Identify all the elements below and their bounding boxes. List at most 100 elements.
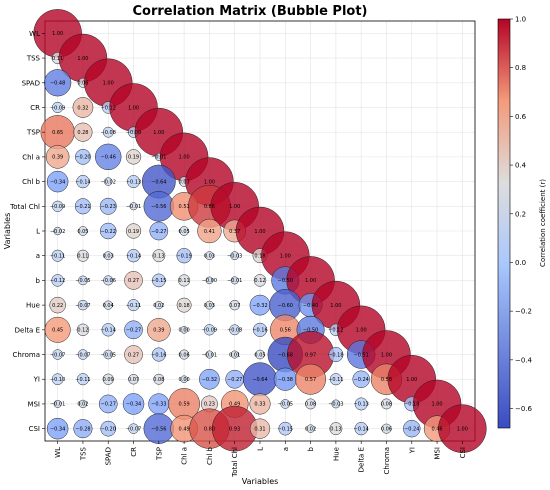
colorbar-tick-label: −0.4: [515, 356, 533, 364]
bubble-L-CR: [125, 223, 142, 239]
cell-value-label: −0.21: [75, 204, 90, 210]
y-tick-label: CSI: [29, 425, 40, 433]
cell-value-label: −0.07: [75, 303, 90, 309]
bubble-a-CR: [126, 249, 141, 263]
bubble-YI-CR: [128, 374, 139, 385]
cell-value-label: 0.27: [128, 352, 139, 358]
cell-value-label: 0.18: [179, 303, 190, 309]
cell-value-label: −0.01: [202, 352, 217, 358]
bubble-YI-Delta E: [352, 370, 370, 388]
colorbar-ticks: 1.0 0.8 0.6 0.4 0.2 0.0 −0.2 −0.4 −0.6: [510, 16, 533, 413]
cell-value-label: −0.38: [278, 377, 293, 383]
bubble-Delta E-Total Chl: [229, 324, 241, 336]
x-tick-label: L: [257, 447, 265, 451]
bubble-CSI-L: [249, 418, 271, 439]
cell-value-label: −0.02: [101, 179, 116, 185]
cell-value-label: 0.13: [153, 254, 164, 260]
cell-value-label: 0.03: [103, 254, 114, 260]
cell-value-label: −0.34: [50, 179, 65, 185]
cell-value-label: 1.00: [406, 377, 417, 383]
bubble-Hue-CR: [127, 299, 140, 312]
cell-value-label: −0.16: [151, 352, 166, 358]
bubble-Delta E-TSP: [147, 318, 171, 342]
bubble-Chl b-WL: [46, 170, 69, 193]
cell-value-label: 0.49: [229, 402, 240, 408]
bubble-CSI-CR: [128, 423, 139, 434]
cell-value-label: 1.00: [254, 229, 265, 235]
cell-value-label: 0.41: [204, 229, 215, 235]
cell-value-label: −0.64: [252, 377, 267, 383]
cell-value-label: −0.23: [101, 204, 116, 210]
bubble-b-Chl a: [178, 274, 191, 287]
cell-value-label: 0.11: [179, 278, 190, 284]
bubble-YI-TSP: [153, 373, 165, 385]
x-tick-label: TSP: [155, 447, 163, 461]
cell-value-label: 0.02: [153, 303, 164, 309]
y-tick-label: SPAD: [22, 79, 40, 87]
bubble-YI-WL: [51, 373, 64, 386]
bubble-Chl b-CR: [127, 175, 140, 189]
cell-value-label: −0.32: [202, 377, 217, 383]
y-tick-label: L: [36, 228, 40, 236]
bubble-Hue-Total Chl: [229, 299, 240, 311]
x-tick-label: YI: [408, 447, 416, 454]
colorbar-tick-label: −0.6: [515, 405, 533, 413]
cell-value-label: −0.10: [50, 377, 65, 383]
cell-value-label: 0.02: [305, 426, 316, 432]
bubble-Chroma-L: [255, 349, 265, 360]
cell-value-label: 0.93: [229, 426, 240, 432]
bubble-MSI-CR: [122, 393, 145, 415]
cell-value-label: −0.05: [75, 278, 90, 284]
y-tick-label: a: [36, 252, 40, 260]
cell-value-label: 0.07: [128, 377, 139, 383]
bubble-Chroma-Hue: [328, 347, 344, 362]
cell-value-label: −0.24: [404, 426, 419, 432]
y-tick-label: Chl a: [22, 153, 40, 161]
colorbar-label: Correlation coefficient (r): [539, 179, 547, 267]
bubble-Hue-Chl a: [176, 297, 192, 313]
cell-value-label: 0.08: [381, 402, 392, 408]
bubble-Delta E-SPAD: [101, 323, 115, 337]
cell-value-label: 0.57: [305, 377, 316, 383]
bubble-Delta E-Chl a: [180, 326, 188, 334]
cell-value-label: −0.14: [75, 179, 90, 185]
cell-value-label: −0.50: [303, 328, 318, 334]
cell-value-label: 0.86: [204, 204, 215, 210]
cell-value-label: −0.12: [50, 278, 65, 284]
y-tick-label: Chroma: [13, 351, 40, 359]
cell-value-label: −0.11: [328, 377, 343, 383]
bubble-b-WL: [51, 274, 64, 287]
cell-value-label: −0.13: [354, 402, 369, 408]
cell-value-label: 0.31: [254, 426, 265, 432]
cell-value-label: 1.00: [179, 155, 190, 161]
cell-value-label: 0.02: [77, 402, 88, 408]
bubble-Hue-SPAD: [103, 300, 113, 310]
cell-value-label: 0.09: [103, 377, 114, 383]
cell-value-label: −0.16: [252, 328, 267, 334]
bubble-Hue-TSS: [77, 299, 89, 311]
cell-value-label: −0.56: [151, 204, 166, 210]
cell-value-label: −0.08: [101, 130, 116, 136]
cell-value-label: 0.05: [77, 229, 88, 235]
cell-value-label: −0.20: [101, 426, 116, 432]
cell-value-label: −0.27: [101, 402, 116, 408]
cell-value-label: 0.04: [103, 303, 114, 309]
cell-value-label: 0.59: [179, 402, 190, 408]
bubble-L-WL: [53, 226, 62, 236]
bubble-Chroma-SPAD: [103, 349, 114, 360]
cell-value-label: 0.23: [204, 402, 215, 408]
bubble-Delta E-CR: [124, 320, 143, 340]
cell-value-label: 0.11: [77, 254, 88, 260]
y-tick-label: Hue: [26, 302, 40, 310]
cell-value-label: −0.68: [278, 352, 293, 358]
y-tick-label: TSS: [26, 55, 41, 63]
cell-value-label: −0.15: [278, 426, 293, 432]
cell-value-label: 0.58: [381, 377, 392, 383]
bubble-TSP-SPAD: [102, 126, 114, 138]
cell-value-label: −0.11: [75, 377, 90, 383]
cell-value-label: −0.64: [151, 179, 166, 185]
cell-value-label: 0.12: [254, 278, 265, 284]
bubble-b-SPAD: [103, 275, 114, 286]
